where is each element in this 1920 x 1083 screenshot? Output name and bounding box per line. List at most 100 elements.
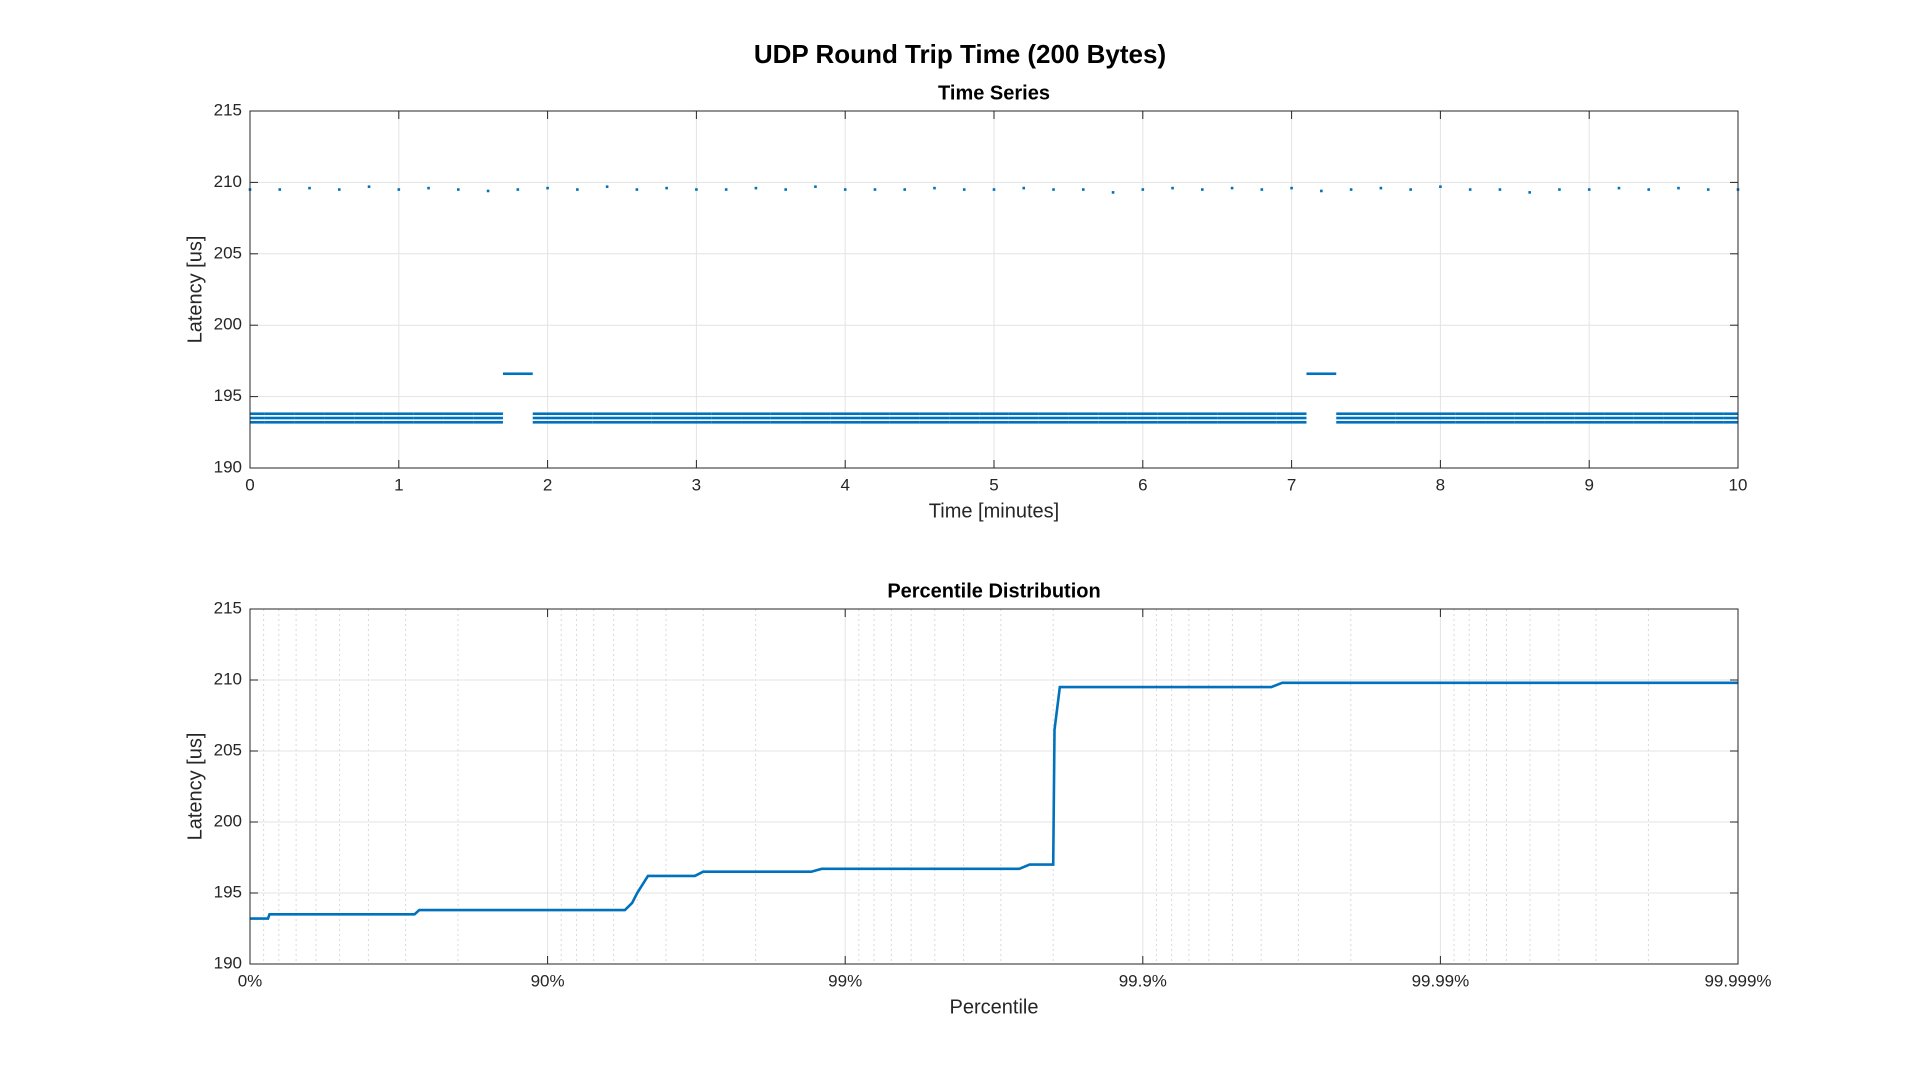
point: [1336, 416, 1366, 420]
point: [1068, 416, 1099, 420]
y-axis-label: Latency [us]: [184, 733, 206, 841]
point: [800, 416, 831, 420]
point: [681, 416, 712, 420]
point: [784, 188, 787, 191]
point: [1439, 185, 1442, 188]
x-tick-label: 7: [1287, 475, 1296, 494]
point: [889, 412, 920, 416]
point: [1574, 416, 1605, 420]
point: [383, 412, 414, 416]
x-tick-label: 0: [245, 475, 254, 494]
point: [1514, 416, 1545, 420]
point: [1693, 421, 1724, 424]
point: [1425, 416, 1456, 420]
point: [665, 186, 668, 190]
x-tick-label: 90%: [531, 971, 565, 990]
point: [1693, 416, 1724, 420]
point: [1544, 421, 1575, 424]
point: [1544, 412, 1575, 416]
y-tick-label: 190: [214, 457, 242, 476]
point: [250, 416, 265, 420]
point: [1008, 421, 1039, 424]
x-tick-label: 8: [1436, 475, 1445, 494]
point: [1723, 412, 1738, 416]
point: [622, 421, 652, 424]
point: [1008, 416, 1039, 420]
point: [681, 421, 712, 424]
point: [294, 421, 325, 424]
point: [1425, 412, 1456, 416]
x-tick-label: 99.99%: [1412, 971, 1470, 990]
point: [1633, 412, 1664, 416]
point: [1290, 186, 1293, 190]
point: [1693, 412, 1724, 416]
point: [651, 412, 682, 416]
point: [1633, 421, 1664, 424]
y-tick-label: 205: [214, 740, 242, 759]
point: [264, 416, 295, 420]
point: [1127, 416, 1158, 420]
point: [294, 412, 325, 416]
point: [473, 421, 503, 424]
point: [814, 185, 817, 188]
point: [1544, 416, 1575, 420]
point: [397, 188, 401, 191]
x-tick-label: 1: [394, 475, 403, 494]
point: [1587, 188, 1591, 191]
point: [1201, 188, 1204, 191]
point: [651, 421, 682, 424]
point: [1514, 412, 1545, 416]
point: [1038, 421, 1069, 424]
point: [383, 416, 414, 420]
point: [830, 421, 861, 424]
point: [919, 416, 950, 420]
point: [443, 416, 474, 420]
point: [1485, 421, 1515, 424]
point: [1395, 412, 1426, 416]
point: [532, 412, 563, 416]
point: [979, 412, 1009, 416]
point: [1187, 421, 1218, 424]
point: [1498, 188, 1502, 191]
point: [1528, 191, 1531, 194]
point: [1098, 421, 1128, 424]
point: [724, 188, 728, 191]
point: [860, 416, 890, 420]
point: [1379, 186, 1383, 190]
x-axis-label: Time [minutes]: [929, 500, 1059, 522]
point: [562, 412, 593, 416]
point: [1171, 186, 1174, 190]
y-tick-label: 215: [214, 598, 242, 617]
point: [1276, 416, 1307, 420]
point: [1455, 421, 1486, 424]
point: [843, 188, 847, 191]
point: [367, 185, 371, 188]
point: [473, 412, 503, 416]
point: [1647, 188, 1651, 191]
point: [250, 421, 265, 424]
point: [1574, 421, 1605, 424]
point: [1127, 421, 1158, 424]
y-tick-label: 215: [214, 100, 242, 119]
y-tick-label: 210: [214, 669, 242, 688]
point: [933, 186, 936, 190]
point: [741, 412, 771, 416]
point: [622, 416, 652, 420]
point: [324, 421, 355, 424]
y-tick-label: 190: [214, 953, 242, 972]
axes-box: [249, 110, 1739, 469]
point: [1081, 188, 1085, 191]
point: [1514, 421, 1545, 424]
point: [1038, 412, 1069, 416]
point: [860, 421, 890, 424]
point: [830, 412, 861, 416]
point: [250, 412, 265, 416]
point: [770, 416, 801, 420]
point: [1230, 186, 1234, 190]
point: [1706, 188, 1710, 191]
point: [443, 412, 474, 416]
point: [532, 421, 563, 424]
point: [264, 412, 295, 416]
point: [413, 416, 444, 420]
point: [1468, 188, 1472, 191]
